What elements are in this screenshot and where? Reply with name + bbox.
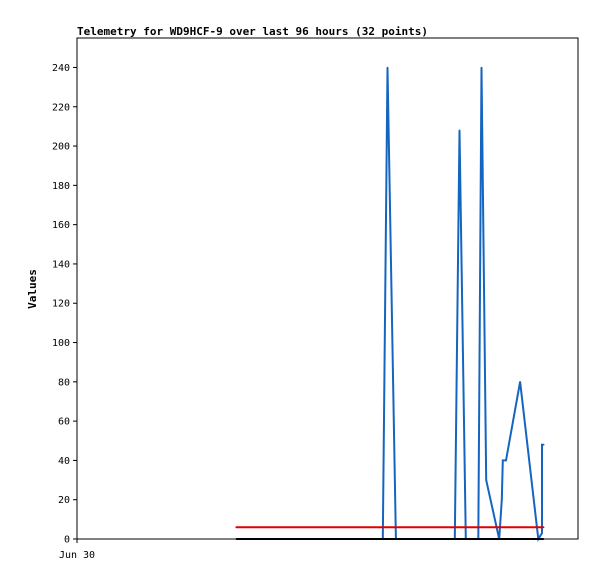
data-point: [519, 381, 521, 383]
data-point: [485, 479, 488, 481]
x-tick-label: Jun 30: [59, 550, 95, 561]
data-point: [501, 498, 503, 501]
y-axis-ticks: 0 20 40 60 80 100 120 140 160 180 200 220 240: [52, 63, 77, 546]
y-axis-label: Values: [26, 269, 39, 309]
data-point: [458, 129, 461, 132]
y-tick-label: 80: [58, 377, 70, 388]
data-point: [541, 443, 543, 446]
y-tick-label: 60: [58, 417, 70, 428]
y-tick-label: 200: [52, 142, 70, 153]
data-point: [541, 532, 543, 534]
data-point: [505, 459, 507, 462]
data-point: [542, 526, 545, 528]
chart-title: Telemetry for WD9HCF-9 over last 96 hour…: [77, 25, 428, 38]
y-tick-label: 120: [52, 299, 70, 310]
y-tick-label: 40: [58, 456, 70, 467]
plot-area-frame: [76, 37, 579, 540]
y-tick-label: 140: [52, 259, 70, 270]
data-point: [502, 459, 504, 462]
y-tick-label: 20: [58, 495, 70, 506]
y-tick-label: 240: [52, 63, 70, 74]
data-point: [235, 538, 237, 540]
y-tick-label: 220: [52, 102, 70, 113]
data-point: [386, 66, 389, 69]
data-point: [235, 526, 237, 528]
y-tick-label: 160: [52, 220, 70, 231]
x-axis-ticks: Jun 30: [59, 539, 95, 561]
data-point: [542, 443, 545, 446]
series-layer: [235, 66, 545, 542]
y-tick-label: 180: [52, 181, 70, 192]
data-point: [480, 66, 483, 69]
y-tick-label: 0: [64, 535, 70, 546]
data-point: [542, 538, 545, 540]
y-tick-label: 100: [52, 338, 70, 349]
